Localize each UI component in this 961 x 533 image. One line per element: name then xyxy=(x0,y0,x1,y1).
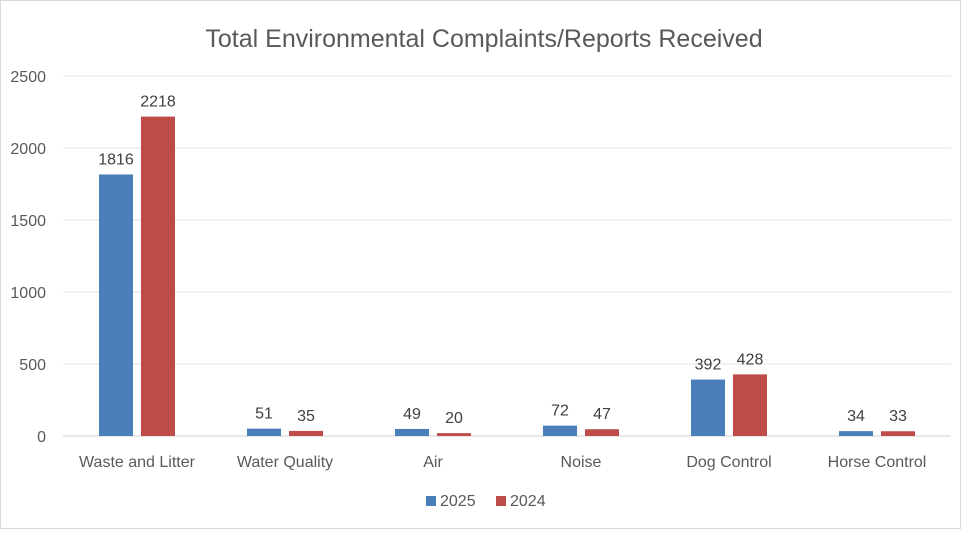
data-label: 51 xyxy=(255,406,273,423)
bar-2024 xyxy=(289,430,323,436)
chart-title: Total Environmental Complaints/Reports R… xyxy=(205,25,762,53)
legend-label: 2024 xyxy=(510,493,546,510)
data-label: 392 xyxy=(695,357,722,374)
data-label: 34 xyxy=(847,408,865,425)
bar-2024 xyxy=(437,433,471,436)
y-tick-label: 500 xyxy=(19,357,46,374)
data-label: 47 xyxy=(593,406,611,423)
y-tick-label: 1500 xyxy=(10,213,46,230)
bar-2024 xyxy=(881,431,915,436)
data-label: 33 xyxy=(889,408,907,425)
x-tick-label: Noise xyxy=(561,454,602,471)
bar-2025 xyxy=(247,428,281,436)
data-label: 20 xyxy=(445,410,463,427)
y-tick-label: 2000 xyxy=(10,141,46,158)
y-tick-label: 2500 xyxy=(10,69,46,86)
data-label: 428 xyxy=(737,351,764,368)
bar-2025 xyxy=(839,431,873,436)
bar-2024 xyxy=(585,429,619,436)
bar-2025 xyxy=(543,425,577,436)
y-tick-label: 1000 xyxy=(10,285,46,302)
bar-2025 xyxy=(99,174,133,436)
data-label: 2218 xyxy=(140,94,176,111)
data-label: 72 xyxy=(551,403,569,420)
x-tick-label: Waste and Litter xyxy=(79,454,196,471)
x-tick-label: Horse Control xyxy=(828,454,927,471)
x-tick-label: Water Quality xyxy=(237,454,333,471)
legend-swatch-2025 xyxy=(426,496,436,506)
bar-2025 xyxy=(691,379,725,436)
legend-label: 2025 xyxy=(440,493,476,510)
x-tick-label: Air xyxy=(423,454,443,471)
bar-2024 xyxy=(733,374,767,436)
bar-2024 xyxy=(141,116,175,436)
x-tick-label: Dog Control xyxy=(686,454,771,471)
y-tick-label: 0 xyxy=(37,429,46,446)
data-label: 49 xyxy=(403,406,421,423)
bar-2025 xyxy=(395,428,429,436)
data-label: 35 xyxy=(297,408,315,425)
legend-swatch-2024 xyxy=(496,496,506,506)
data-label: 1816 xyxy=(98,151,134,168)
